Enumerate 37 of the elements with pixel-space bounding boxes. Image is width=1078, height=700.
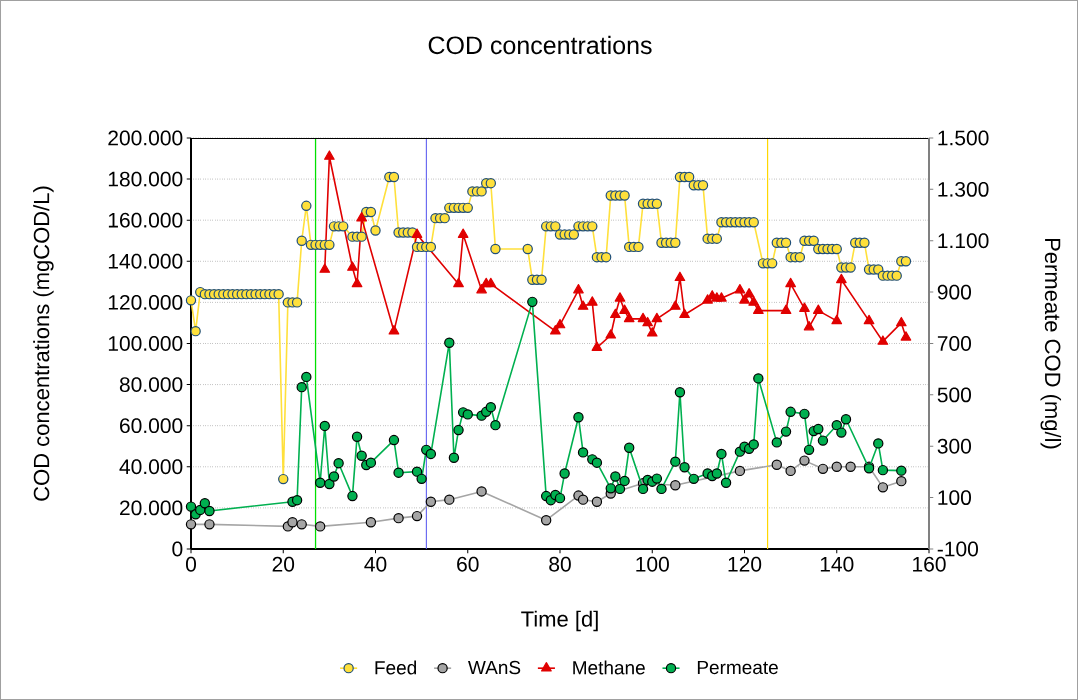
y2-tick-label: 1.100: [938, 233, 989, 249]
y-axis-title: COD concentrations (mgCOD/L): [33, 186, 54, 501]
y-tick-label: 200.000: [108, 130, 183, 146]
y2-tick-label: 900: [937, 284, 972, 300]
legend-label: Permeate: [697, 660, 778, 675]
y2-tick-label: 500: [937, 387, 972, 403]
x-tick-label: 80: [549, 556, 571, 572]
y2-tick-label: 700: [937, 336, 972, 351]
y-tick-label: 160.000: [108, 212, 183, 228]
y2-tick-label: 1.300: [938, 181, 989, 197]
y2-tick-label: -100: [937, 541, 978, 557]
y2-tick-label: 100: [938, 490, 972, 506]
x-tick-label: 160: [913, 556, 946, 572]
y-tick-label: 60.000: [120, 418, 183, 434]
x-tick-label: 100: [636, 556, 669, 572]
x-axis-title: Time [d]: [521, 610, 598, 632]
legend-label: Methane: [573, 660, 645, 675]
x-tick-label: 0: [185, 556, 197, 572]
y2-tick-label: 1.500: [938, 130, 989, 146]
x-tick-label: 120: [728, 556, 762, 572]
legend-label: Feed: [375, 660, 417, 675]
y-tick-label: 140.000: [108, 253, 183, 269]
chart-title: COD concentrations: [428, 35, 652, 55]
x-tick-label: 20: [272, 556, 295, 572]
y-tick-label: 40.000: [119, 459, 183, 475]
y-tick-label: 180.000: [108, 171, 183, 187]
x-tick-label: 60: [457, 556, 479, 572]
y-tick-label: 0: [172, 541, 183, 557]
y-tick-label: 120.000: [108, 294, 183, 310]
x-tick-label: 140: [820, 556, 854, 572]
y-tick-label: 100.000: [108, 336, 183, 351]
x-tick-label: 40: [364, 556, 387, 572]
y-tick-label: 20.000: [120, 500, 183, 516]
y2-axis-title: Permeate COD (mg/l): [1040, 238, 1062, 449]
y-tick-label: 80.000: [119, 377, 183, 393]
legend-label: WAnS: [468, 660, 521, 675]
y2-tick-label: 300: [937, 438, 972, 454]
